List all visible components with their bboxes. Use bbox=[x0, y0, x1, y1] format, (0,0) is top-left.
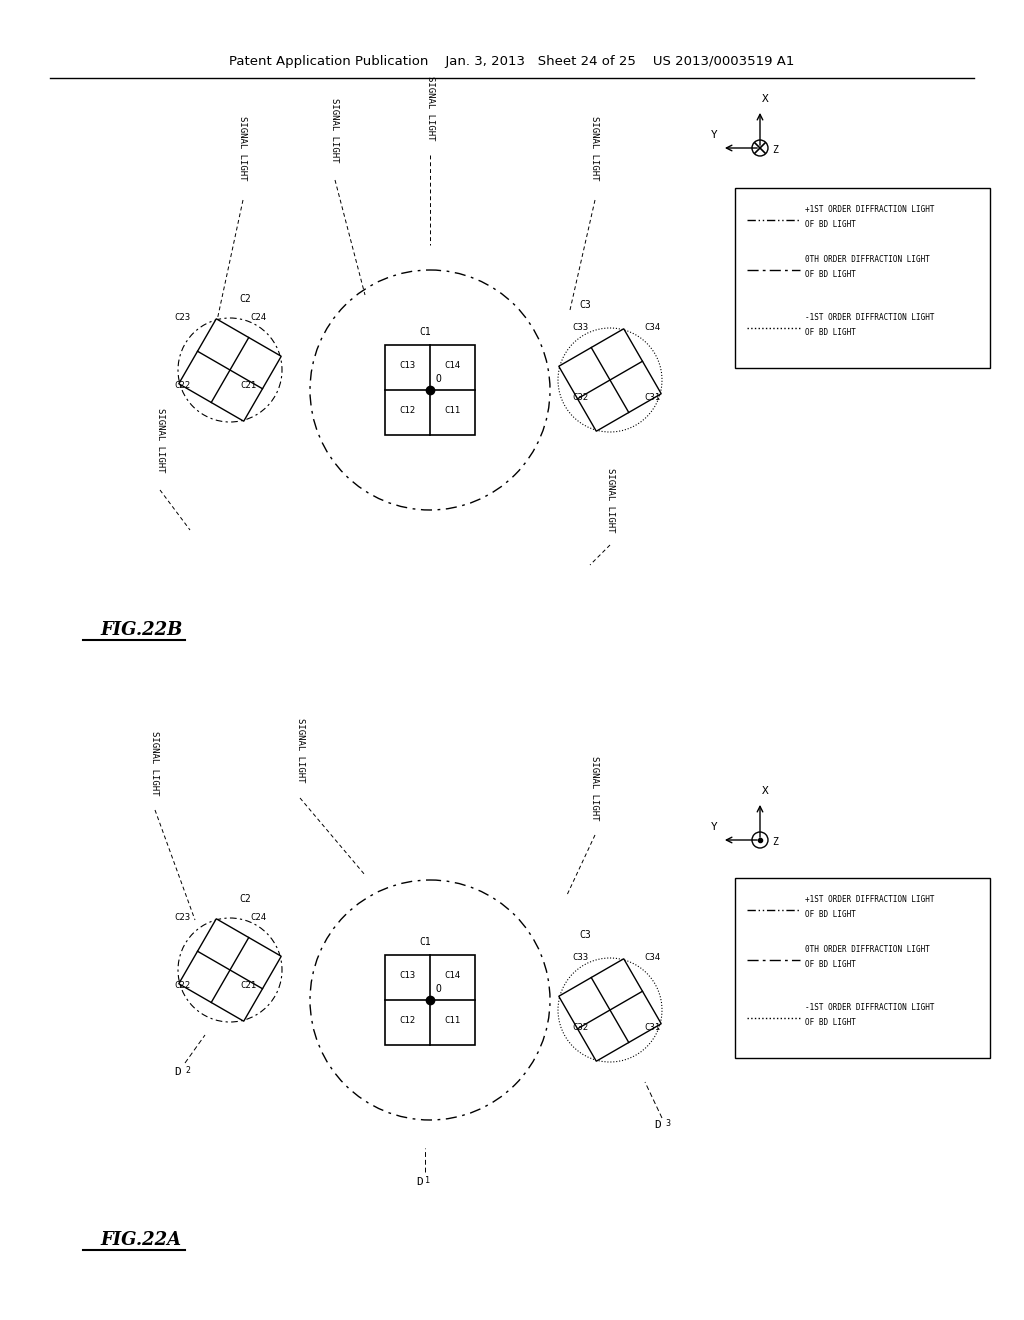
Text: Y: Y bbox=[711, 822, 718, 832]
Text: D: D bbox=[175, 1067, 181, 1077]
Text: OF BD LIGHT: OF BD LIGHT bbox=[805, 909, 856, 919]
Text: C31: C31 bbox=[644, 1023, 660, 1032]
Text: C21: C21 bbox=[240, 981, 256, 990]
Text: C23: C23 bbox=[174, 313, 190, 322]
Text: C13: C13 bbox=[399, 360, 416, 370]
Polygon shape bbox=[179, 919, 282, 1022]
Text: C12: C12 bbox=[399, 1016, 416, 1026]
Text: SIGNAL LIGHT: SIGNAL LIGHT bbox=[426, 75, 434, 140]
Text: +1ST ORDER DIFFRACTION LIGHT: +1ST ORDER DIFFRACTION LIGHT bbox=[805, 205, 935, 214]
Bar bbox=[385, 345, 475, 436]
Text: 3: 3 bbox=[666, 1119, 671, 1129]
Text: OF BD LIGHT: OF BD LIGHT bbox=[805, 1018, 856, 1027]
Text: C22: C22 bbox=[174, 381, 190, 389]
Text: C14: C14 bbox=[444, 360, 461, 370]
Text: C32: C32 bbox=[572, 393, 588, 403]
Text: SIGNAL LIGHT: SIGNAL LIGHT bbox=[239, 116, 248, 181]
Text: C11: C11 bbox=[444, 407, 461, 414]
Text: X: X bbox=[762, 94, 768, 104]
Text: C24: C24 bbox=[250, 313, 266, 322]
Text: C14: C14 bbox=[444, 972, 461, 979]
Text: +1ST ORDER DIFFRACTION LIGHT: +1ST ORDER DIFFRACTION LIGHT bbox=[805, 895, 935, 904]
Bar bbox=[735, 187, 990, 368]
Text: OF BD LIGHT: OF BD LIGHT bbox=[805, 271, 856, 279]
Text: C33: C33 bbox=[572, 953, 588, 962]
Text: C12: C12 bbox=[399, 407, 416, 414]
Text: SIGNAL LIGHT: SIGNAL LIGHT bbox=[591, 756, 599, 820]
Text: SIGNAL LIGHT: SIGNAL LIGHT bbox=[151, 731, 160, 795]
Text: O: O bbox=[435, 983, 441, 994]
Text: O: O bbox=[435, 374, 441, 384]
Text: C22: C22 bbox=[174, 981, 190, 990]
Text: SIGNAL LIGHT: SIGNAL LIGHT bbox=[156, 408, 165, 473]
Text: C21: C21 bbox=[240, 381, 256, 389]
Text: C1: C1 bbox=[419, 327, 431, 337]
Polygon shape bbox=[559, 329, 662, 432]
Text: SIGNAL LIGHT: SIGNAL LIGHT bbox=[591, 116, 599, 181]
Text: 0TH ORDER DIFFRACTION LIGHT: 0TH ORDER DIFFRACTION LIGHT bbox=[805, 945, 930, 954]
Text: SIGNAL LIGHT: SIGNAL LIGHT bbox=[331, 98, 340, 162]
Text: C1: C1 bbox=[419, 937, 431, 946]
Text: D: D bbox=[417, 1177, 423, 1187]
Text: C13: C13 bbox=[399, 972, 416, 979]
Text: OF BD LIGHT: OF BD LIGHT bbox=[805, 220, 856, 228]
Text: -1ST ORDER DIFFRACTION LIGHT: -1ST ORDER DIFFRACTION LIGHT bbox=[805, 313, 935, 322]
Text: 0TH ORDER DIFFRACTION LIGHT: 0TH ORDER DIFFRACTION LIGHT bbox=[805, 255, 930, 264]
Text: C2: C2 bbox=[240, 894, 251, 904]
Text: Z: Z bbox=[772, 837, 778, 847]
Text: FIG.22B: FIG.22B bbox=[100, 620, 182, 639]
Text: OF BD LIGHT: OF BD LIGHT bbox=[805, 960, 856, 969]
Text: D: D bbox=[654, 1119, 662, 1130]
Bar bbox=[735, 878, 990, 1059]
Text: C11: C11 bbox=[444, 1016, 461, 1026]
Text: C3: C3 bbox=[580, 300, 591, 310]
Text: 2: 2 bbox=[185, 1067, 190, 1074]
Text: C24: C24 bbox=[250, 913, 266, 921]
Text: -1ST ORDER DIFFRACTION LIGHT: -1ST ORDER DIFFRACTION LIGHT bbox=[805, 1003, 935, 1012]
Text: Patent Application Publication    Jan. 3, 2013   Sheet 24 of 25    US 2013/00035: Patent Application Publication Jan. 3, 2… bbox=[229, 55, 795, 69]
Text: C33: C33 bbox=[572, 323, 588, 333]
Bar bbox=[385, 954, 475, 1045]
Text: SIGNAL LIGHT: SIGNAL LIGHT bbox=[605, 467, 614, 532]
Text: C2: C2 bbox=[240, 294, 251, 304]
Text: C34: C34 bbox=[644, 953, 660, 962]
Text: SIGNAL LIGHT: SIGNAL LIGHT bbox=[296, 718, 304, 783]
Text: Z: Z bbox=[772, 145, 778, 154]
Text: C32: C32 bbox=[572, 1023, 588, 1032]
Text: 1: 1 bbox=[426, 1176, 430, 1185]
Polygon shape bbox=[559, 958, 662, 1061]
Text: C34: C34 bbox=[644, 323, 660, 333]
Text: OF BD LIGHT: OF BD LIGHT bbox=[805, 327, 856, 337]
Text: Y: Y bbox=[711, 129, 718, 140]
Text: X: X bbox=[762, 785, 768, 796]
Text: FIG.22A: FIG.22A bbox=[100, 1232, 181, 1249]
Text: C3: C3 bbox=[580, 931, 591, 940]
Text: C23: C23 bbox=[174, 913, 190, 921]
Polygon shape bbox=[179, 318, 282, 421]
Text: C31: C31 bbox=[644, 393, 660, 403]
